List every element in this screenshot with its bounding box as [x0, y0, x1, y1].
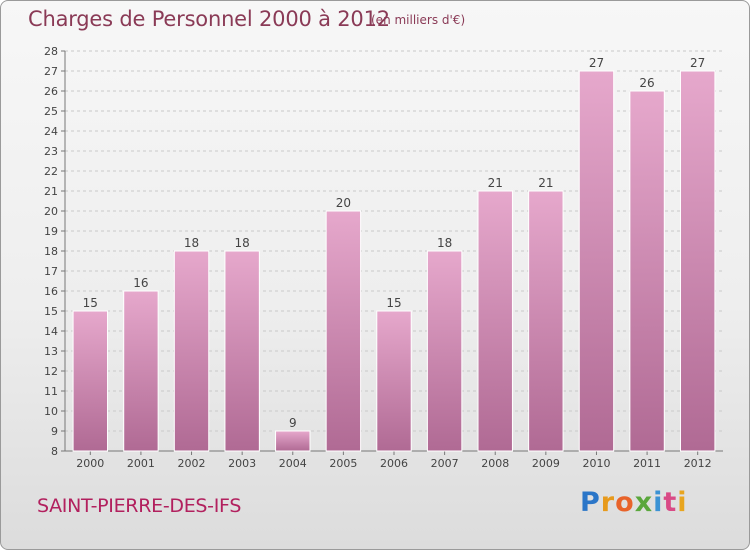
bar-2007 — [426, 250, 463, 452]
bar-2000 — [72, 310, 109, 452]
data-label-2011: 26 — [639, 76, 654, 90]
y-tick-label: 28 — [44, 45, 58, 58]
data-label-2005: 20 — [336, 196, 351, 210]
y-tick-label: 9 — [51, 425, 58, 438]
data-label-2003: 18 — [235, 236, 250, 250]
y-tick-label: 25 — [44, 105, 58, 118]
chart-title: Charges de Personnel 2000 à 2012 — [28, 7, 390, 31]
y-tick-label: 14 — [44, 325, 58, 338]
x-tick-label-2001: 2001 — [127, 457, 155, 470]
bar-2010 — [578, 70, 615, 452]
x-tick-label-2003: 2003 — [228, 457, 256, 470]
x-tick-label-2006: 2006 — [380, 457, 408, 470]
x-tick-label-2005: 2005 — [329, 457, 357, 470]
bar-2008 — [477, 190, 513, 452]
bar-2005 — [325, 210, 362, 452]
bar-2004 — [275, 430, 311, 452]
data-label-2010: 27 — [589, 56, 604, 70]
x-tick-label-2000: 2000 — [76, 457, 104, 470]
data-label-2009: 21 — [538, 176, 553, 190]
data-label-2008: 21 — [488, 176, 503, 190]
y-tick-label: 10 — [44, 405, 58, 418]
y-tick-label: 15 — [44, 305, 58, 318]
data-label-2001: 16 — [133, 276, 148, 290]
x-tick-label-2008: 2008 — [481, 457, 509, 470]
bar-2009 — [528, 190, 564, 452]
y-tick-label: 26 — [44, 85, 58, 98]
x-tick-label-2012: 2012 — [684, 457, 712, 470]
proxiti-logo[interactable]: Proxiti — [580, 487, 688, 518]
x-tick-label-2010: 2010 — [582, 457, 610, 470]
x-tick-label-2011: 2011 — [633, 457, 661, 470]
bar-2003 — [224, 250, 260, 452]
x-tick-label-2009: 2009 — [532, 457, 560, 470]
bar-2002 — [173, 250, 210, 452]
data-label-2007: 18 — [437, 236, 452, 250]
y-tick-label: 20 — [44, 205, 58, 218]
chart-unit: (en milliers d'€) — [371, 13, 466, 27]
y-tick-label: 27 — [44, 65, 58, 78]
bar-2006 — [376, 310, 412, 452]
data-label-2004: 9 — [289, 416, 297, 430]
bar-2012 — [679, 70, 716, 452]
x-tick-label-2004: 2004 — [279, 457, 307, 470]
y-tick-label: 17 — [44, 265, 58, 278]
x-tick-label-2007: 2007 — [431, 457, 459, 470]
bar-2011 — [629, 90, 665, 452]
data-label-2002: 18 — [184, 236, 199, 250]
y-tick-label: 18 — [44, 245, 58, 258]
y-tick-label: 21 — [44, 185, 58, 198]
y-tick-label: 8 — [51, 445, 58, 458]
y-tick-label: 19 — [44, 225, 58, 238]
commune-name: SAINT-PIERRE-DES-IFS — [37, 495, 242, 517]
data-label-2000: 15 — [83, 296, 98, 310]
data-label-2012: 27 — [690, 56, 705, 70]
y-tick-label: 11 — [44, 385, 58, 398]
x-tick-label-2002: 2002 — [178, 457, 206, 470]
y-tick-label: 13 — [44, 345, 58, 358]
y-tick-label: 16 — [44, 285, 58, 298]
bar-2001 — [123, 290, 159, 452]
data-label-2006: 15 — [386, 296, 401, 310]
y-tick-label: 22 — [44, 165, 58, 178]
y-tick-label: 23 — [44, 145, 58, 158]
y-tick-label: 24 — [44, 125, 58, 138]
y-tick-label: 12 — [44, 365, 58, 378]
